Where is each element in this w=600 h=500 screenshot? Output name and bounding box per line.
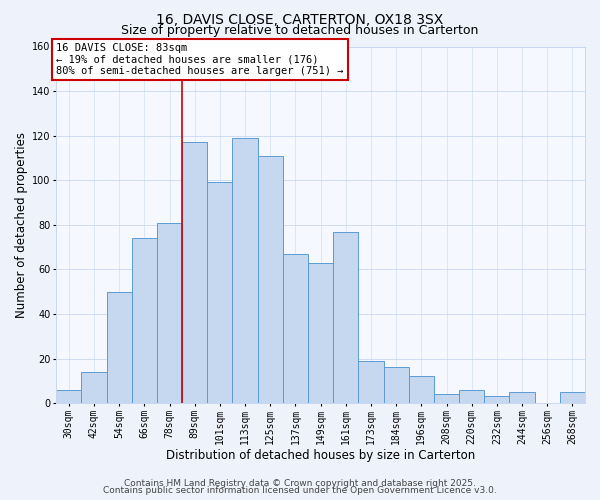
Bar [333, 232, 358, 403]
Y-axis label: Number of detached properties: Number of detached properties [15, 132, 28, 318]
Bar [257, 156, 283, 403]
Bar [383, 368, 409, 403]
Text: 16, DAVIS CLOSE, CARTERTON, OX18 3SX: 16, DAVIS CLOSE, CARTERTON, OX18 3SX [157, 12, 443, 26]
Bar [283, 254, 308, 403]
Bar [560, 392, 585, 403]
Bar [459, 390, 484, 403]
Bar [56, 390, 82, 403]
Bar [308, 262, 333, 403]
Bar [484, 396, 509, 403]
Bar [182, 142, 208, 403]
Text: Contains HM Land Registry data © Crown copyright and database right 2025.: Contains HM Land Registry data © Crown c… [124, 478, 476, 488]
Text: Size of property relative to detached houses in Carterton: Size of property relative to detached ho… [121, 24, 479, 37]
Bar [232, 138, 257, 403]
Bar [409, 376, 434, 403]
Bar [132, 238, 157, 403]
Bar [434, 394, 459, 403]
Bar [157, 222, 182, 403]
Bar [107, 292, 132, 403]
Bar [358, 361, 383, 403]
Bar [208, 182, 232, 403]
Text: Contains public sector information licensed under the Open Government Licence v3: Contains public sector information licen… [103, 486, 497, 495]
X-axis label: Distribution of detached houses by size in Carterton: Distribution of detached houses by size … [166, 450, 475, 462]
Bar [82, 372, 107, 403]
Text: 16 DAVIS CLOSE: 83sqm
← 19% of detached houses are smaller (176)
80% of semi-det: 16 DAVIS CLOSE: 83sqm ← 19% of detached … [56, 43, 344, 76]
Bar [509, 392, 535, 403]
